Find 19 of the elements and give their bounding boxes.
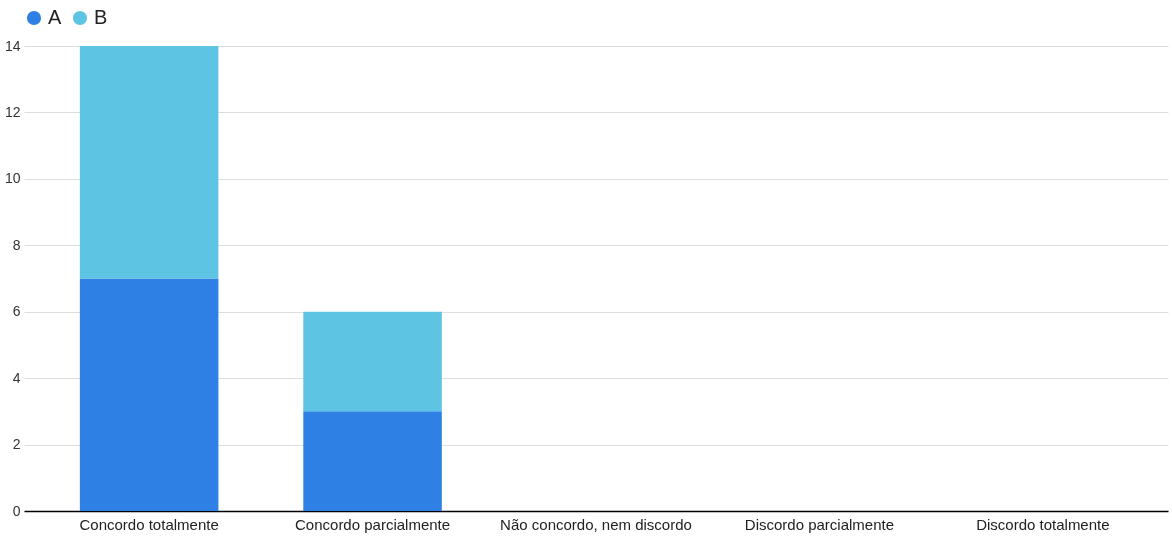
y-tick-label: 8 [12, 236, 21, 253]
legend-label: B [94, 6, 108, 28]
bar [303, 311, 442, 412]
y-tick-label: 4 [12, 369, 21, 386]
y-tick-label: 6 [12, 303, 21, 320]
y-tick-label: 12 [4, 103, 21, 120]
x-tick-label: Discordo totalmente [976, 515, 1110, 533]
y-tick-label: 2 [12, 436, 21, 453]
x-tick-label: Não concordo, nem discordo [500, 515, 692, 533]
bar [79, 278, 219, 511]
y-tick-label: 10 [4, 170, 21, 187]
x-tick-label: Concordo parcialmente [295, 515, 451, 533]
x-tick-label: Discordo parcialmente [744, 515, 895, 533]
legend-label: A [48, 6, 62, 28]
y-tick-label: 0 [12, 502, 21, 519]
y-tick-label: 14 [4, 37, 21, 54]
bar [303, 411, 442, 511]
bar [79, 46, 219, 279]
x-tick-label: Concordo totalmente [79, 515, 219, 533]
